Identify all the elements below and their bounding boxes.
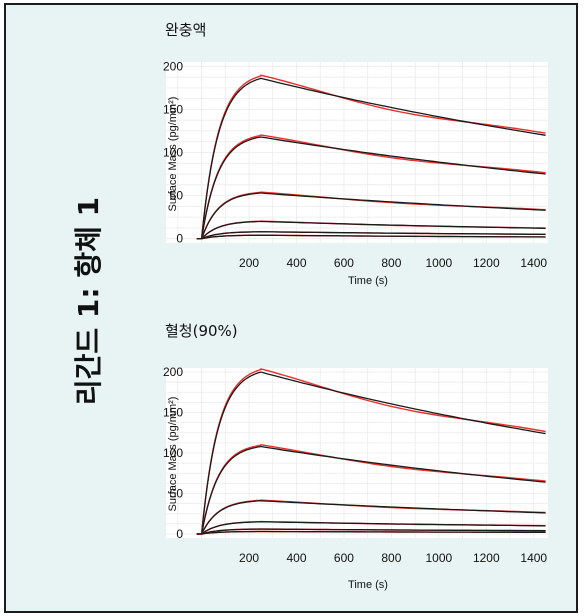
x-tick-label: 1400 [520, 551, 547, 565]
x-tick-label: 600 [334, 551, 354, 565]
x-tick-label: 400 [286, 256, 306, 270]
x-axis-title: Time (s) [348, 275, 388, 287]
x-tick-label: 600 [334, 256, 354, 270]
y-axis-title: Surface Mass (pg/mm²) [167, 397, 179, 512]
series-5-fit [196, 528, 546, 535]
series-3-fit [196, 192, 546, 240]
x-tick-label: 800 [381, 256, 401, 270]
y-tick-label: 0 [176, 527, 183, 541]
x-tick-label: 1000 [426, 256, 453, 270]
y-tick-label: 200 [163, 365, 183, 379]
series-2-fit [196, 445, 546, 535]
x-tick-label: 200 [239, 256, 259, 270]
y-tick-label: 0 [176, 232, 183, 246]
x-axis-title: Time (s) [348, 579, 388, 591]
y-tick-label: 50 [170, 486, 184, 500]
y-tick-label: 50 [170, 189, 184, 203]
x-tick-label: 200 [239, 551, 259, 565]
x-tick-label: 400 [286, 551, 306, 565]
y-tick-label: 150 [163, 406, 183, 420]
chart-2-title: 혈청(90%) [165, 322, 238, 340]
y-tick-label: 100 [163, 146, 183, 160]
series-4-fit [196, 220, 546, 240]
x-tick-label: 1200 [473, 256, 500, 270]
x-tick-label: 1400 [520, 256, 547, 270]
y-tick-label: 150 [163, 102, 183, 116]
y-tick-label: 100 [163, 446, 183, 460]
y-axis-title: Surface Mass (pg/mm²) [167, 97, 179, 212]
series-1-fit [196, 371, 546, 535]
grid [166, 368, 548, 538]
x-tick-label: 1200 [473, 551, 500, 565]
x-tick-label: 1000 [426, 551, 453, 565]
series-2-fit [196, 136, 546, 240]
series-3-fit [196, 500, 546, 535]
series-1-fit [196, 77, 546, 240]
series-6-fit [196, 234, 546, 240]
series-6-fit [196, 530, 546, 535]
series-4-fit [196, 521, 546, 535]
series-5-fit [196, 231, 546, 240]
x-tick-label: 800 [381, 551, 401, 565]
chart-1-title: 완충액 [165, 21, 207, 39]
y-tick-label: 200 [163, 59, 183, 73]
